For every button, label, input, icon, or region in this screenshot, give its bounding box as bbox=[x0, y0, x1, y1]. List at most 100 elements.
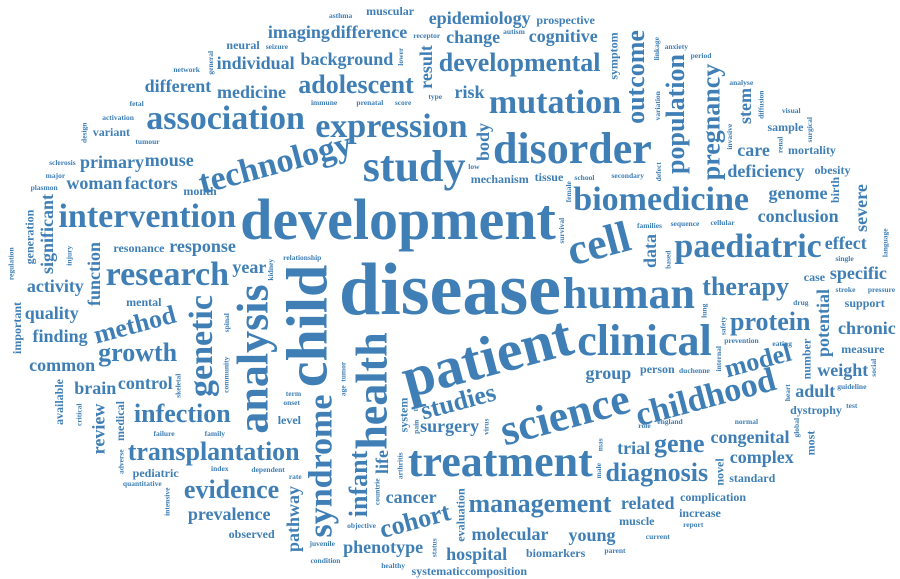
cloud-word: stroke bbox=[835, 285, 856, 295]
cloud-word: imaging bbox=[267, 22, 330, 43]
cloud-word: guideline bbox=[837, 381, 867, 391]
cloud-word: major bbox=[45, 170, 66, 180]
cloud-word: effect bbox=[824, 233, 867, 254]
cloud-word: spinal bbox=[221, 313, 231, 333]
cloud-word: invasive bbox=[725, 123, 735, 150]
cloud-word: epidemiology bbox=[428, 7, 531, 28]
cloud-word: muscular bbox=[366, 4, 415, 19]
cloud-word: association bbox=[146, 100, 305, 138]
cloud-word: regulation bbox=[7, 247, 17, 281]
cloud-word: dependent bbox=[251, 465, 285, 475]
cloud-word: sample bbox=[767, 119, 804, 134]
cloud-word: support bbox=[844, 296, 885, 311]
cloud-word: cancer bbox=[385, 486, 437, 507]
cloud-word: pain bbox=[411, 419, 421, 434]
cloud-word: relationship bbox=[283, 252, 322, 262]
cloud-word: variant bbox=[92, 125, 131, 140]
cloud-word: hospital bbox=[446, 543, 508, 564]
cloud-word: case bbox=[803, 269, 826, 284]
cloud-word: juvenile bbox=[309, 539, 335, 549]
cloud-word: quality bbox=[24, 302, 79, 323]
cloud-word: condition bbox=[310, 556, 341, 566]
cloud-word: prospective bbox=[536, 13, 595, 28]
cloud-word: background bbox=[300, 49, 394, 69]
cloud-word: network bbox=[173, 65, 200, 75]
cloud-word: stem bbox=[734, 88, 755, 125]
cloud-word: heart bbox=[782, 384, 792, 402]
cloud-word: surgical bbox=[804, 117, 814, 143]
cloud-word: life bbox=[372, 450, 393, 475]
cloud-word: receptor bbox=[413, 30, 441, 40]
cloud-word: prevalence bbox=[187, 504, 271, 525]
cloud-word: biomedicine bbox=[573, 181, 749, 218]
cloud-word: potential bbox=[813, 288, 834, 357]
cloud-word: mortality bbox=[787, 143, 836, 158]
cloud-word: available bbox=[51, 379, 66, 426]
cloud-word: chronic bbox=[838, 317, 896, 338]
cloud-word: year bbox=[232, 256, 267, 277]
cloud-word: virus bbox=[481, 418, 491, 435]
cloud-word: result bbox=[416, 44, 437, 89]
cloud-word: research bbox=[105, 255, 229, 293]
cloud-word: number bbox=[798, 338, 813, 380]
cloud-word: most bbox=[803, 430, 818, 456]
cloud-word: mechanism bbox=[470, 172, 529, 187]
cloud-word: tumor bbox=[338, 362, 348, 383]
cloud-word: evaluation bbox=[453, 488, 468, 542]
cloud-word: arthritis bbox=[395, 452, 405, 479]
cloud-word: young bbox=[568, 524, 616, 545]
cloud-word: common bbox=[29, 355, 96, 376]
cloud-word: group bbox=[585, 362, 632, 383]
cloud-word: linkage bbox=[651, 37, 661, 61]
cloud-word: pregnancy bbox=[696, 63, 726, 181]
cloud-word: community bbox=[221, 356, 231, 393]
cloud-word: human bbox=[562, 269, 695, 319]
cloud-word: disease bbox=[339, 249, 561, 331]
cloud-word: families bbox=[636, 221, 662, 231]
cloud-word: gene bbox=[654, 428, 705, 458]
cloud-word: general bbox=[206, 50, 216, 75]
cloud-word: kidney bbox=[266, 259, 276, 281]
cloud-word: neural bbox=[226, 37, 260, 52]
cloud-word: healthy bbox=[381, 561, 406, 571]
cloud-word: review bbox=[88, 403, 108, 455]
cloud-word: global bbox=[792, 417, 802, 438]
cloud-word: prevention bbox=[724, 336, 759, 346]
cloud-word: parent bbox=[604, 546, 626, 556]
cloud-word: resonance bbox=[113, 240, 165, 255]
cloud-word: primary bbox=[79, 151, 144, 172]
cloud-word: objective bbox=[347, 520, 376, 530]
cloud-word: infection bbox=[133, 398, 231, 428]
cloud-word: standard bbox=[729, 470, 776, 485]
cloud-word: control bbox=[117, 372, 173, 393]
cloud-word: risk bbox=[454, 82, 485, 103]
cloud-word: function bbox=[84, 242, 105, 307]
cloud-word: test bbox=[846, 400, 858, 410]
cloud-word: prenatal bbox=[356, 98, 384, 108]
cloud-word: adverse bbox=[116, 449, 126, 475]
cloud-word: growth bbox=[98, 338, 178, 368]
cloud-word: finding bbox=[32, 326, 88, 346]
cloud-word: family bbox=[204, 428, 226, 438]
cloud-word: duchenne bbox=[679, 365, 710, 375]
cloud-word: obesity bbox=[814, 162, 851, 177]
cloud-word: type bbox=[428, 92, 443, 102]
cloud-word: mouse bbox=[144, 150, 194, 171]
cloud-word: person bbox=[640, 362, 675, 377]
cloud-word: safety bbox=[718, 316, 728, 336]
cloud-word: complex bbox=[729, 446, 794, 467]
cloud-word: medicine bbox=[217, 82, 287, 103]
cloud-word: management bbox=[468, 488, 612, 518]
cloud-word: sequence bbox=[670, 218, 700, 228]
cloud-word: month bbox=[183, 184, 217, 199]
cloud-word: population bbox=[661, 53, 691, 174]
cloud-word: significant bbox=[37, 194, 58, 275]
cloud-word: mas bbox=[595, 438, 605, 452]
cloud-word: diagnosis bbox=[605, 458, 709, 488]
cloud-word: rate bbox=[288, 471, 302, 481]
cloud-word: immune bbox=[310, 98, 338, 108]
cloud-word: different bbox=[144, 76, 212, 97]
cloud-word: failure bbox=[153, 428, 175, 438]
cloud-word: based bbox=[662, 250, 672, 269]
cloud-word: injury bbox=[64, 245, 74, 266]
